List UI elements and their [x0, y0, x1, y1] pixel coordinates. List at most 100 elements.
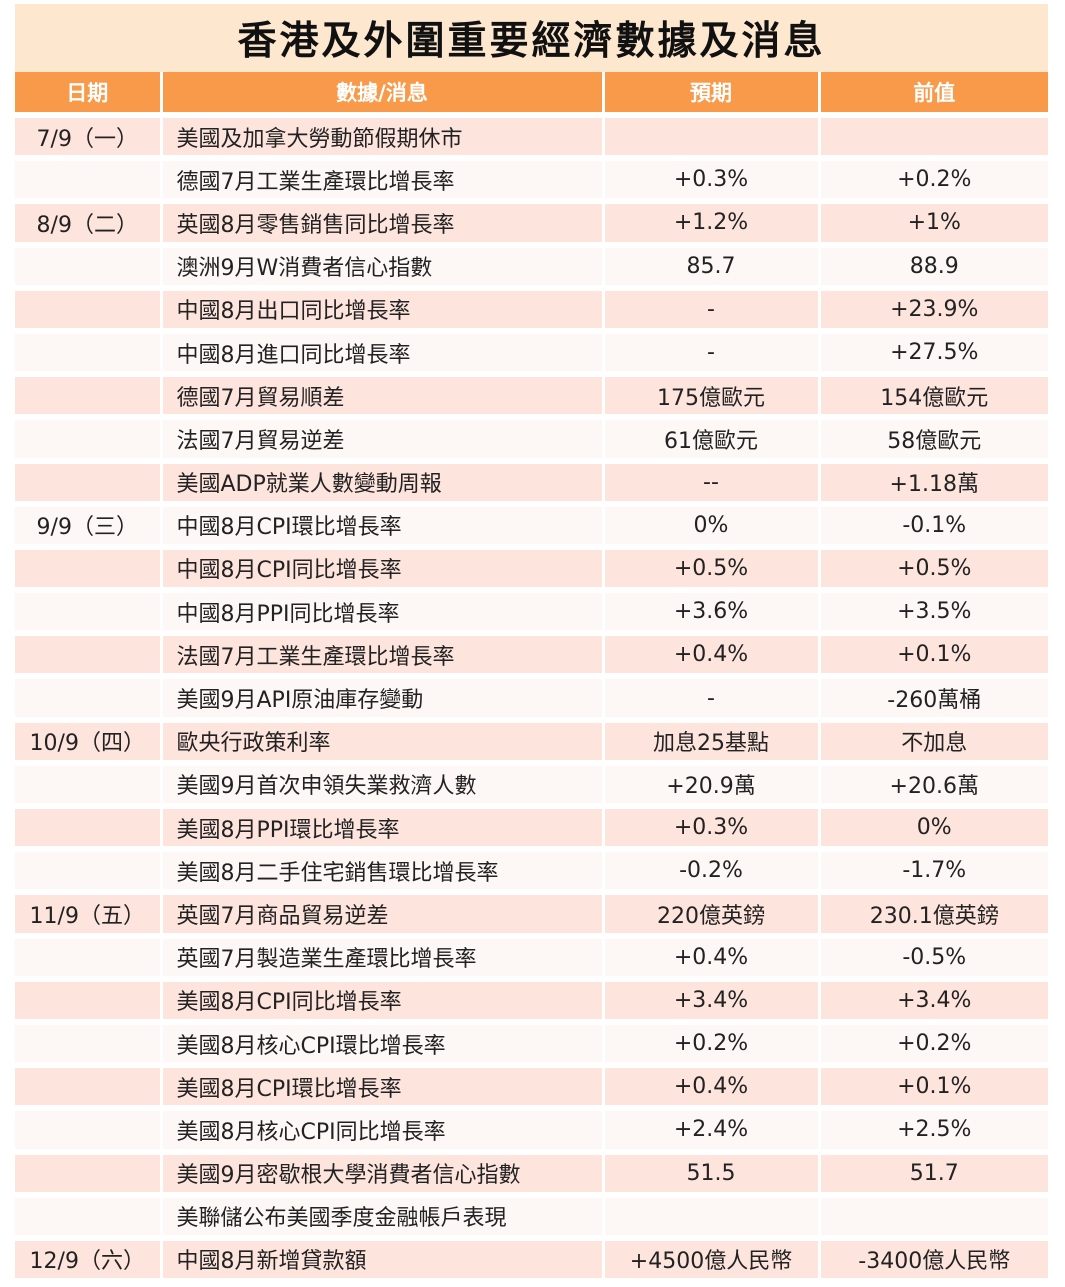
cell-previous: +0.1% [819, 1065, 1048, 1112]
cell-item: 美國ADP就業人數變動周報 [161, 460, 605, 507]
cell-expected [603, 115, 821, 162]
cell-item: 中國8月CPI同比增長率 [161, 546, 605, 594]
cell-item: 美國8月核心CPI同比增長率 [161, 1108, 605, 1155]
table-row: 法國7月貿易逆差 61億歐元 58億歐元 [15, 417, 1048, 464]
data-table: 日期 數據/消息 預期 前值 7/9（一） 美國及加拿大勞動節假期休市 德國7月工業… [15, 72, 1048, 1285]
cell-expected: 175億歐元 [603, 374, 821, 421]
cell-date [15, 633, 163, 680]
cell-date [15, 978, 163, 1025]
table-row: 德國7月貿易順差 175億歐元 154億歐元 [15, 374, 1048, 421]
cell-date [15, 935, 163, 982]
table-row: 美國9月首次申領失業救濟人數 +20.9萬 +20.6萬 [15, 762, 1048, 810]
table-row: 英國7月製造業生產環比增長率 +0.4% -0.5% [15, 935, 1048, 982]
cell-date: 7/9（一） [15, 115, 163, 162]
cell-expected: - [603, 676, 821, 723]
cell-date [15, 374, 163, 421]
table-row: 8/9（二） 英國8月零售銷售同比增長率 +1.2% +1% [15, 201, 1048, 248]
cell-expected: 0% [603, 503, 821, 550]
cell-date: 11/9（五） [15, 892, 163, 939]
cell-previous: 不加息 [819, 719, 1048, 766]
cell-date [15, 1065, 163, 1112]
table-row: 中國8月出口同比增長率 - +23.9% [15, 287, 1048, 334]
header-item: 數據/消息 [161, 72, 605, 115]
cell-date [15, 460, 163, 507]
table-row: 12/9（六） 中國8月新增貸款額 +4500億人民幣 -3400億人民幣 [15, 1237, 1048, 1285]
cell-expected: +0.4% [603, 1065, 821, 1112]
header-row: 日期 數據/消息 預期 前值 [15, 72, 1048, 115]
cell-previous [819, 1194, 1048, 1241]
cell-date: 12/9（六） [15, 1237, 163, 1285]
cell-expected: +3.6% [603, 590, 821, 637]
cell-item: 美國8月二手住宅銷售環比增長率 [161, 849, 605, 896]
cell-previous: -1.7% [819, 849, 1048, 896]
cell-date [15, 762, 163, 810]
cell-expected: +0.3% [603, 806, 821, 853]
cell-expected: +0.2% [603, 1021, 821, 1069]
cell-item: 英國7月製造業生產環比增長率 [161, 935, 605, 982]
cell-item: 德國7月工業生產環比增長率 [161, 158, 605, 205]
table-row: 11/9（五） 英國7月商品貿易逆差 220億英鎊 230.1億英鎊 [15, 892, 1048, 939]
cell-expected: -- [603, 460, 821, 507]
cell-date [15, 1021, 163, 1069]
cell-item: 歐央行政策利率 [161, 719, 605, 766]
cell-date [15, 1194, 163, 1241]
cell-previous: +1% [819, 201, 1048, 248]
cell-previous: +3.4% [819, 978, 1048, 1025]
cell-date [15, 330, 163, 378]
cell-item: 中國8月CPI環比增長率 [161, 503, 605, 550]
cell-date [15, 546, 163, 594]
table-row: 中國8月CPI同比增長率 +0.5% +0.5% [15, 546, 1048, 594]
cell-expected: +1.2% [603, 201, 821, 248]
table-row: 7/9（一） 美國及加拿大勞動節假期休市 [15, 115, 1048, 162]
cell-previous: 154億歐元 [819, 374, 1048, 421]
table-row: 美國8月CPI環比增長率 +0.4% +0.1% [15, 1065, 1048, 1112]
cell-date [15, 676, 163, 723]
cell-previous: +3.5% [819, 590, 1048, 637]
cell-item: 美聯儲公布美國季度金融帳戶表現 [161, 1194, 605, 1241]
cell-item: 法國7月工業生產環比增長率 [161, 633, 605, 680]
cell-date [15, 1151, 163, 1198]
table-row: 德國7月工業生產環比增長率 +0.3% +0.2% [15, 158, 1048, 205]
cell-item: 美國8月PPI環比增長率 [161, 806, 605, 853]
cell-date [15, 158, 163, 205]
cell-previous: +2.5% [819, 1108, 1048, 1155]
cell-previous: 58億歐元 [819, 417, 1048, 464]
cell-previous: -0.5% [819, 935, 1048, 982]
cell-expected: 加息25基點 [603, 719, 821, 766]
cell-previous: +0.1% [819, 633, 1048, 680]
cell-expected: 61億歐元 [603, 417, 821, 464]
cell-item: 中國8月PPI同比增長率 [161, 590, 605, 637]
cell-date: 10/9（四） [15, 719, 163, 766]
cell-date [15, 287, 163, 334]
cell-date: 9/9（三） [15, 503, 163, 550]
cell-date [15, 590, 163, 637]
cell-item: 德國7月貿易順差 [161, 374, 605, 421]
cell-expected: -0.2% [603, 849, 821, 896]
cell-previous: +27.5% [819, 330, 1048, 378]
cell-item: 美國9月密歇根大學消費者信心指數 [161, 1151, 605, 1198]
table-row: 美國8月二手住宅銷售環比增長率 -0.2% -1.7% [15, 849, 1048, 896]
sheet-title: 香港及外圍重要經濟數據及消息 [15, 4, 1048, 72]
cell-expected: 51.5 [603, 1151, 821, 1198]
table-row: 美國8月CPI同比增長率 +3.4% +3.4% [15, 978, 1048, 1025]
cell-item: 中國8月進口同比增長率 [161, 330, 605, 378]
cell-previous: -3400億人民幣 [819, 1237, 1048, 1285]
cell-expected: +0.4% [603, 935, 821, 982]
table-row: 9/9（三） 中國8月CPI環比增長率 0% -0.1% [15, 503, 1048, 550]
cell-date [15, 1108, 163, 1155]
cell-expected: - [603, 287, 821, 334]
cell-date [15, 244, 163, 291]
cell-previous: +0.5% [819, 546, 1048, 594]
table-row: 10/9（四） 歐央行政策利率 加息25基點 不加息 [15, 719, 1048, 766]
table-body: 7/9（一） 美國及加拿大勞動節假期休市 德國7月工業生產環比增長率 +0.3% +0.… [15, 115, 1048, 1285]
cell-date [15, 849, 163, 896]
cell-previous: -260萬桶 [819, 676, 1048, 723]
cell-item: 中國8月出口同比增長率 [161, 287, 605, 334]
cell-previous: +0.2% [819, 1021, 1048, 1069]
cell-item: 美國8月核心CPI環比增長率 [161, 1021, 605, 1069]
cell-previous: -0.1% [819, 503, 1048, 550]
table-row: 中國8月進口同比增長率 - +27.5% [15, 330, 1048, 378]
header-previous: 前值 [819, 72, 1048, 115]
cell-expected: +0.3% [603, 158, 821, 205]
cell-expected: +20.9萬 [603, 762, 821, 810]
